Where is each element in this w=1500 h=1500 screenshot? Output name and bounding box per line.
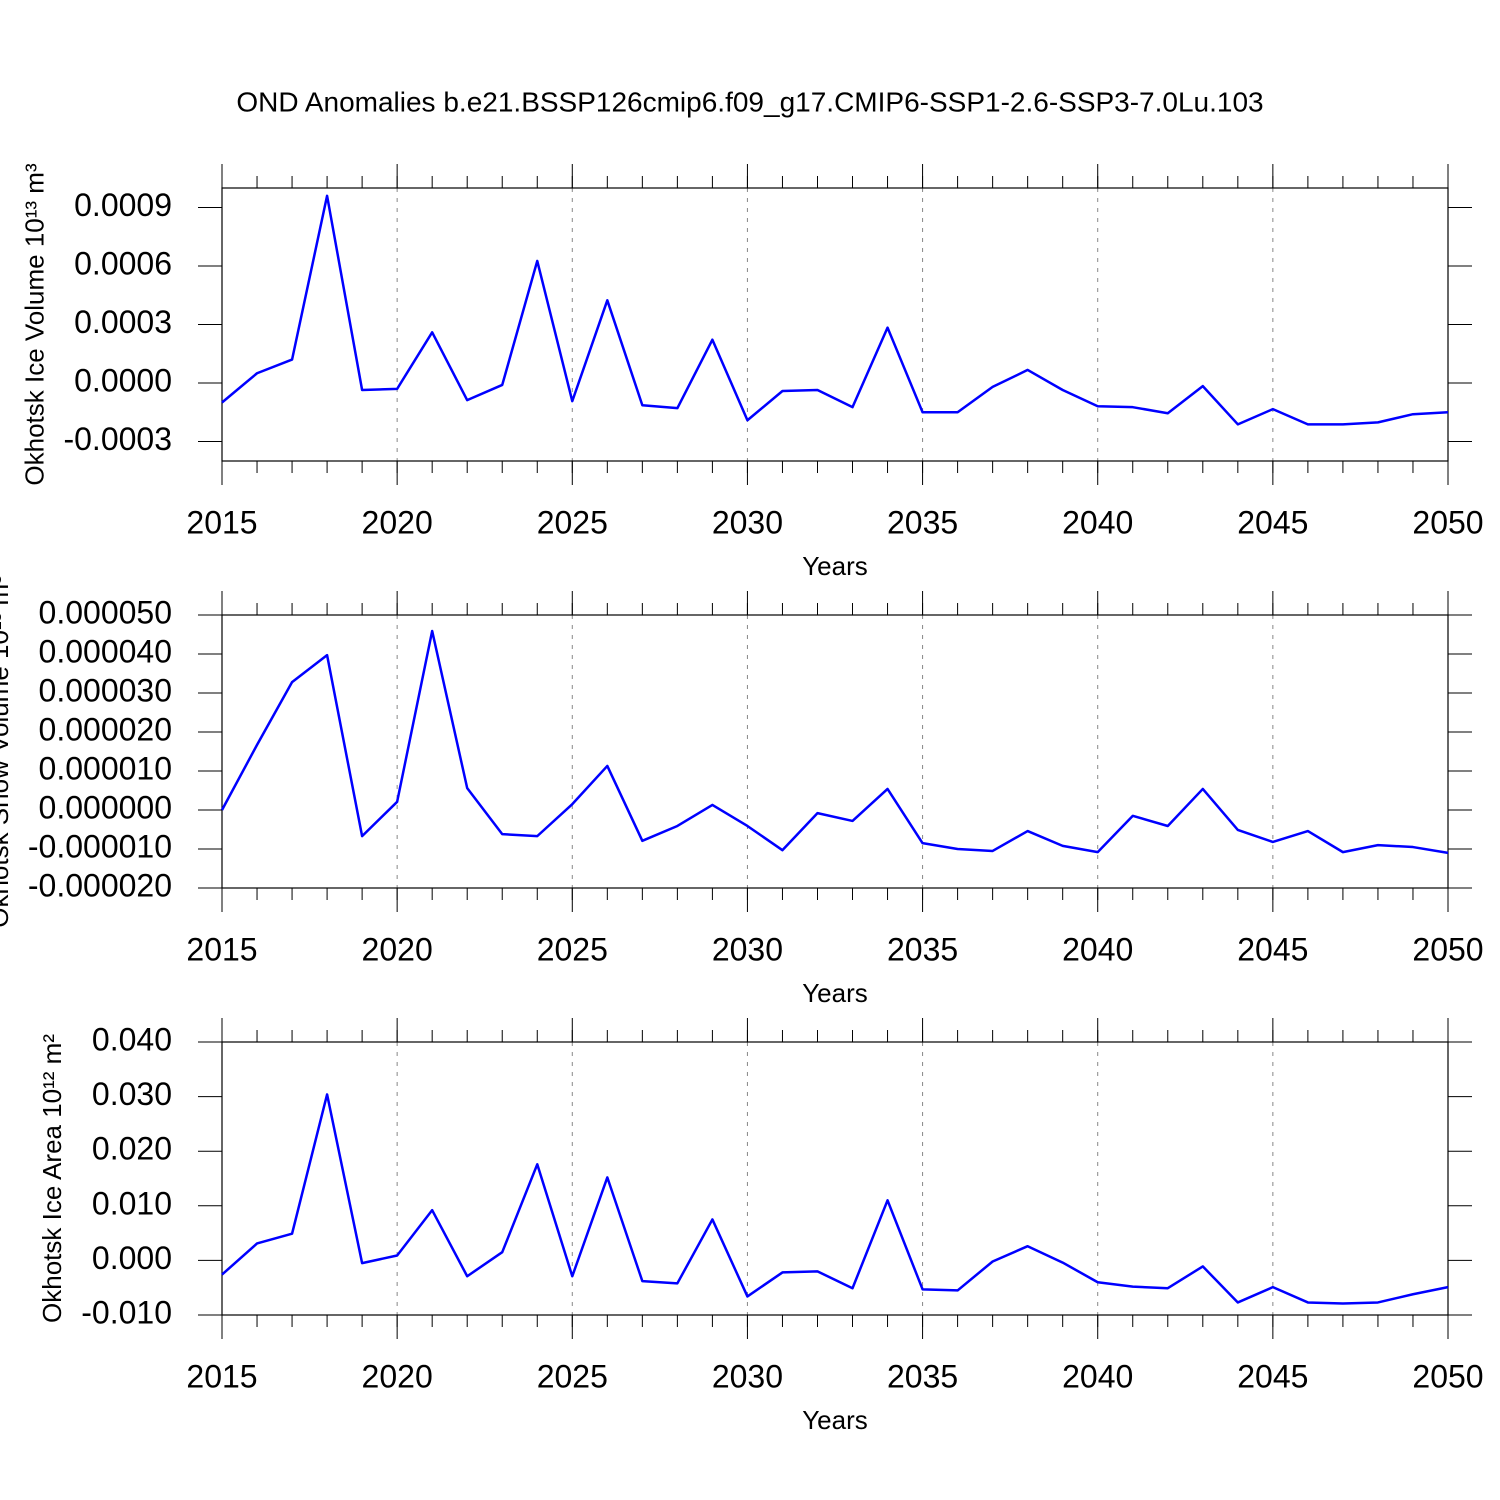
y-tick-label: -0.000010 — [28, 828, 172, 864]
y-tick-label: 0.0006 — [74, 245, 172, 281]
x-tick-label: 2025 — [537, 931, 608, 967]
x-tick-label: 2040 — [1062, 931, 1133, 967]
plot-frame — [221, 1041, 1449, 1316]
x-tick-label: 2045 — [1237, 1358, 1308, 1394]
chart-title: OND Anomalies b.e21.BSSP126cmip6.f09_g17… — [236, 86, 1263, 117]
y-tick-label: 0.0009 — [74, 187, 172, 223]
y-tick-label: 0.030 — [92, 1076, 172, 1112]
y-tick-label: -0.010 — [81, 1294, 172, 1330]
x-tick-label: 2015 — [186, 931, 257, 967]
y-tick-label: 0.000040 — [39, 633, 172, 669]
x-tick-label: 2015 — [186, 504, 257, 540]
data-line — [220, 629, 1449, 855]
x-tick-label: 2020 — [362, 504, 433, 540]
x-tick-label: 2050 — [1412, 931, 1483, 967]
x-axis-title: Years — [802, 978, 868, 1008]
x-tick-label: 2030 — [712, 931, 783, 967]
y-tick-label: -0.0003 — [63, 421, 172, 457]
data-line — [221, 1093, 1449, 1305]
plot-frame — [221, 614, 1449, 889]
y-tick-label: -0.000020 — [28, 867, 172, 903]
x-tick-label: 2030 — [712, 1358, 783, 1394]
y-tick-label: 0.000020 — [39, 711, 172, 747]
y-tick-label: 0.0003 — [74, 304, 172, 340]
x-tick-label: 2015 — [186, 1358, 257, 1394]
x-tick-label: 2050 — [1412, 1358, 1483, 1394]
x-tick-label: 2035 — [887, 504, 958, 540]
x-tick-label: 2025 — [537, 1358, 608, 1394]
y-axis-title: Okhotsk Snow Volume 10¹³ m³ — [0, 575, 14, 928]
x-axis-title: Years — [802, 1405, 868, 1435]
x-tick-label: 2020 — [362, 1358, 433, 1394]
x-tick-label: 2045 — [1237, 504, 1308, 540]
x-tick-label: 2035 — [887, 931, 958, 967]
y-tick-label: 0.010 — [92, 1185, 172, 1221]
x-tick-label: 2040 — [1062, 1358, 1133, 1394]
plot-frame — [221, 187, 1449, 462]
data-line — [221, 194, 1449, 426]
y-tick-label: 0.000 — [92, 1240, 172, 1276]
y-axis-title: Okhotsk Ice Area 10¹² m² — [37, 1034, 67, 1323]
y-tick-label: 0.000050 — [39, 594, 172, 630]
x-tick-label: 2040 — [1062, 504, 1133, 540]
y-tick-label: 0.000010 — [39, 750, 172, 786]
x-tick-label: 2020 — [362, 931, 433, 967]
y-tick-label: 0.040 — [92, 1021, 172, 1057]
y-tick-label: 0.0000 — [74, 362, 172, 398]
y-tick-label: 0.020 — [92, 1131, 172, 1167]
y-tick-label: 0.000000 — [39, 789, 172, 825]
x-tick-label: 2035 — [887, 1358, 958, 1394]
y-tick-label: 0.000030 — [39, 672, 172, 708]
y-axis-title: Okhotsk Ice Volume 10¹³ m³ — [19, 163, 49, 486]
x-tick-label: 2025 — [537, 504, 608, 540]
x-tick-label: 2045 — [1237, 931, 1308, 967]
x-axis-title: Years — [802, 551, 868, 581]
x-tick-label: 2050 — [1412, 504, 1483, 540]
x-tick-label: 2030 — [712, 504, 783, 540]
